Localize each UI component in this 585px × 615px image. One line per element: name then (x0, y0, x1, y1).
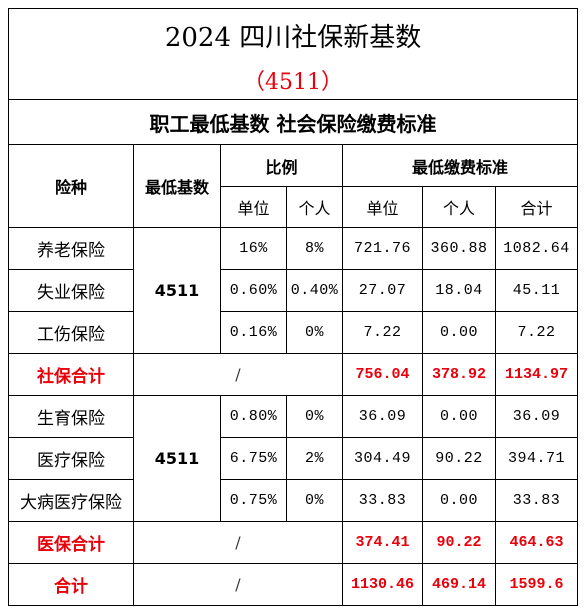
insurance-name: 大病医疗保险 (8, 479, 134, 522)
subtotal-total-fee: 1134.97 (494, 353, 579, 396)
grand-total-slash: / (133, 563, 343, 606)
unit-fee: 7.22 (342, 311, 423, 354)
insurance-sheet: 2024 四川社保新基数 （4511） 职工最低基数 社会保险缴费标准 险种 最… (7, 8, 579, 606)
subtotal-unit-fee: 756.04 (342, 353, 423, 396)
personal-fee: 18.04 (422, 269, 496, 312)
insurance-name: 医疗保险 (8, 437, 134, 480)
header-fee-unit: 单位 (342, 186, 423, 228)
subtotal-personal-fee: 378.92 (422, 353, 496, 396)
total-fee: 36.09 (494, 395, 579, 438)
page-subtitle: （4511） (7, 61, 579, 100)
header-fee-total: 合计 (494, 186, 579, 228)
unit-ratio: 6.75% (220, 437, 287, 480)
unit-ratio: 16% (220, 227, 287, 270)
header-ratio-personal: 个人 (286, 186, 343, 228)
total-fee: 33.83 (494, 479, 579, 522)
grand-total-personal-fee: 469.14 (422, 563, 496, 606)
table-row: 大病医疗保险 0.75% 0% 33.83 0.00 33.83 (8, 479, 579, 522)
subtotal-slash: / (133, 353, 343, 396)
personal-ratio: 0.40% (286, 269, 343, 312)
total-fee: 7.22 (494, 311, 579, 354)
table-row: 养老保险 4511 16% 8% 721.76 360.88 1082.64 (8, 227, 579, 354)
table-row: 工伤保险 0.16% 0% 7.22 0.00 7.22 (8, 311, 579, 354)
personal-ratio: 0% (286, 395, 343, 438)
unit-ratio: 0.80% (220, 395, 287, 438)
personal-fee: 90.22 (422, 437, 496, 480)
insurance-name: 工伤保险 (8, 311, 134, 354)
grand-total-row: 合计 / 1130.46 469.14 1599.6 (8, 563, 579, 606)
unit-fee: 721.76 (342, 227, 423, 270)
personal-fee: 0.00 (422, 311, 496, 354)
unit-ratio: 0.75% (220, 479, 287, 522)
grand-total-unit-fee: 1130.46 (342, 563, 423, 606)
unit-ratio: 0.16% (220, 311, 287, 354)
personal-ratio: 2% (286, 437, 343, 480)
total-fee: 45.11 (494, 269, 579, 312)
subtotal-unit-fee: 374.41 (342, 521, 423, 564)
header-type: 险种 (8, 144, 134, 228)
total-fee: 1082.64 (494, 227, 579, 270)
header-min-fee: 最低缴费标准 (341, 144, 579, 187)
subtotal-personal-fee: 90.22 (422, 521, 496, 564)
unit-fee: 27.07 (342, 269, 423, 312)
insurance-name: 生育保险 (8, 395, 134, 438)
table-row: 医疗保险 6.75% 2% 304.49 90.22 394.71 (8, 437, 579, 480)
table-row: 生育保险 4511 0.80% 0% 36.09 0.00 36.09 (8, 395, 579, 522)
insurance-name: 养老保险 (8, 227, 134, 270)
header-fee-personal: 个人 (422, 186, 496, 228)
personal-fee: 360.88 (422, 227, 496, 270)
insurance-table: 2024 四川社保新基数 （4511） 职工最低基数 社会保险缴费标准 险种 最… (7, 8, 579, 606)
total-fee: 394.71 (494, 437, 579, 480)
subtotal-label: 社保合计 (8, 353, 134, 396)
personal-ratio: 8% (286, 227, 343, 270)
page-title: 2024 四川社保新基数 (7, 8, 579, 61)
subtotal-slash: / (133, 521, 343, 564)
table-row: 失业保险 0.60% 0.40% 27.07 18.04 45.11 (8, 269, 579, 312)
unit-ratio: 0.60% (220, 269, 287, 312)
grand-total-total-fee: 1599.6 (494, 563, 579, 606)
grand-total-label: 合计 (8, 563, 134, 606)
header-ratio-unit: 单位 (220, 186, 287, 228)
subtotal-total-fee: 464.63 (494, 521, 579, 564)
min-base-value: 4511 (133, 395, 221, 522)
header-min-base: 最低基数 (133, 144, 221, 228)
subtotal-label: 医保合计 (8, 521, 134, 564)
personal-ratio: 0% (286, 479, 343, 522)
unit-fee: 304.49 (342, 437, 423, 480)
min-base-value: 4511 (133, 227, 221, 354)
unit-fee: 33.83 (342, 479, 423, 522)
personal-fee: 0.00 (422, 479, 496, 522)
section-title: 职工最低基数 社会保险缴费标准 (7, 99, 579, 145)
personal-ratio: 0% (286, 311, 343, 354)
insurance-name: 失业保险 (8, 269, 134, 312)
unit-fee: 36.09 (342, 395, 423, 438)
header-ratio: 比例 (220, 144, 343, 187)
personal-fee: 0.00 (422, 395, 496, 438)
subtotal-row-social: 社保合计 / 756.04 378.92 1134.97 (8, 353, 579, 396)
subtotal-row-medical: 医保合计 / 374.41 90.22 464.63 (8, 521, 579, 564)
